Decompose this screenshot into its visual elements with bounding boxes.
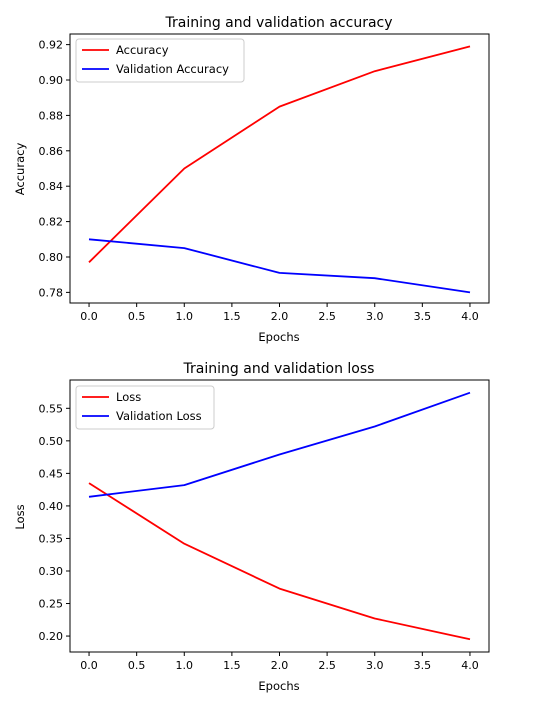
accuracy-chart: Training and validation accuracy 0.0 0.5 1…: [13, 15, 490, 344]
loss-x-tick-label: 1.5: [223, 659, 241, 672]
legend-label-validation-loss: Validation Loss: [116, 409, 202, 423]
loss-legend: Loss Validation Loss: [75, 385, 215, 430]
loss-x-tick-label: 4.0: [461, 659, 479, 672]
accuracy-y-tick-label: 0.86: [39, 145, 64, 158]
accuracy-x-tick-label: 3.0: [366, 310, 384, 323]
loss-legend-box: [75, 385, 215, 430]
accuracy-y-tick-label: 0.82: [39, 216, 64, 229]
loss-y-tick-label: 0.40: [39, 500, 64, 513]
accuracy-y-axis-label: Accuracy: [13, 143, 27, 196]
accuracy-x-tick-label: 0.5: [128, 310, 146, 323]
accuracy-x-tick-label: 3.5: [414, 310, 432, 323]
accuracy-x-tick-label: 1.5: [223, 310, 241, 323]
loss-y-tick-label: 0.35: [39, 532, 64, 545]
accuracy-ticks: 0.0 0.5 1.0 1.5 2.0 2.5 3.0 3.5 4.0 0.78 0.80 0.82 0…: [39, 39, 479, 323]
loss-ticks: 0.0 0.5 1.0 1.5 2.0 2.5 3.0 3.5 4.0 0.20 0.25 0.30 0…: [39, 402, 479, 672]
accuracy-x-tick-label: 1.0: [176, 310, 194, 323]
loss-series-lines: [88, 391, 471, 641]
series-line-validation-accuracy: [88, 238, 471, 294]
series-line-validation-loss: [88, 391, 471, 498]
accuracy-x-tick-label: 0.0: [80, 310, 98, 323]
legend-label-loss: Loss: [116, 390, 141, 404]
loss-x-tick-label: 3.5: [414, 659, 432, 672]
accuracy-chart-title: Training and validation accuracy: [164, 15, 392, 31]
accuracy-y-tick-label: 0.88: [39, 109, 64, 122]
legend-label-validation-accuracy: Validation Accuracy: [116, 62, 229, 76]
legend-label-accuracy: Accuracy: [116, 43, 169, 57]
loss-x-tick-label: 2.5: [318, 659, 336, 672]
loss-chart: Training and validation loss 0.0 0.5 1.0 1.…: [13, 361, 490, 693]
loss-y-tick-label: 0.25: [39, 598, 64, 611]
loss-x-tick-label: 2.0: [271, 659, 289, 672]
loss-x-axis-label: Epochs: [258, 679, 299, 693]
accuracy-x-tick-label: 4.0: [461, 310, 479, 323]
loss-y-tick-label: 0.45: [39, 467, 64, 480]
loss-chart-title: Training and validation loss: [183, 361, 375, 377]
loss-y-tick-label: 0.55: [39, 402, 64, 415]
loss-x-tick-label: 3.0: [366, 659, 384, 672]
accuracy-y-tick-label: 0.78: [39, 286, 64, 299]
accuracy-legend-box: [75, 38, 245, 83]
loss-x-tick-label: 0.0: [80, 659, 98, 672]
loss-y-axis-label: Loss: [13, 504, 27, 529]
loss-x-tick-label: 0.5: [128, 659, 146, 672]
series-line-accuracy: [88, 45, 471, 263]
accuracy-legend: Accuracy Validation Accuracy: [75, 38, 245, 83]
accuracy-x-axis-label: Epochs: [258, 330, 299, 344]
accuracy-x-tick-label: 2.5: [318, 310, 336, 323]
loss-x-tick-label: 1.0: [176, 659, 194, 672]
loss-y-tick-label: 0.30: [39, 565, 64, 578]
accuracy-y-tick-label: 0.92: [39, 39, 64, 52]
loss-y-tick-label: 0.50: [39, 435, 64, 448]
accuracy-series-lines: [88, 45, 471, 294]
loss-y-tick-label: 0.20: [39, 630, 64, 643]
accuracy-y-tick-label: 0.90: [39, 74, 64, 87]
series-line-loss: [88, 482, 471, 641]
accuracy-y-tick-label: 0.84: [39, 180, 64, 193]
accuracy-x-tick-label: 2.0: [271, 310, 289, 323]
accuracy-y-tick-label: 0.80: [39, 251, 64, 264]
